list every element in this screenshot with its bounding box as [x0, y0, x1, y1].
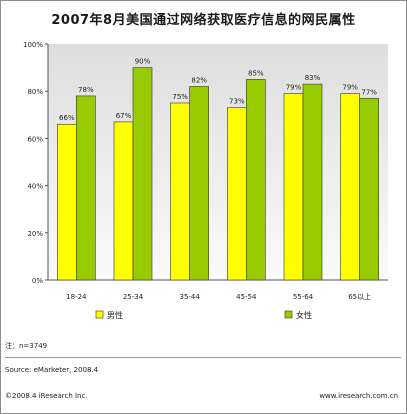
bar-female [132, 67, 153, 281]
bar-male [340, 93, 360, 281]
y-tick-label: 60% [27, 135, 43, 143]
legend-swatch [284, 310, 293, 319]
data-label: 78% [78, 86, 94, 94]
bar-female [246, 79, 266, 281]
legend-swatch [95, 310, 104, 319]
bar-male [57, 123, 77, 281]
data-label: 79% [342, 84, 358, 92]
bar-male [170, 102, 190, 281]
data-label: 67% [116, 112, 132, 120]
data-label: 73% [229, 98, 245, 106]
y-tick-label: 20% [27, 230, 43, 238]
data-label: 66% [59, 114, 75, 122]
bar-female [76, 95, 96, 281]
data-label: 75% [172, 93, 188, 101]
bar-male [227, 107, 247, 281]
legend-label: 男性 [107, 310, 123, 320]
data-label: 90% [135, 58, 151, 66]
copyright-text: ©2008.4 iResearch Inc. [5, 392, 88, 400]
data-label: 79% [286, 84, 302, 92]
website-text: www.iresearch.com.cn [319, 392, 398, 400]
bar-female [302, 83, 323, 281]
data-label: 85% [248, 69, 264, 77]
bar-female [359, 97, 379, 281]
x-tick-label: 55-64 [293, 293, 314, 301]
legend-label: 女性 [296, 310, 312, 320]
data-label: 77% [361, 88, 377, 96]
bar-male [113, 121, 134, 281]
x-tick-label: 45-54 [236, 293, 257, 301]
divider [5, 357, 401, 358]
y-tick-label: 0% [32, 277, 43, 285]
x-tick-label: 18-24 [66, 293, 87, 301]
bar-male [283, 93, 304, 281]
x-tick-label: 25-34 [123, 293, 144, 301]
source-text: Source: eMarketer, 2008.4 [5, 366, 99, 374]
bar-female [189, 86, 209, 281]
data-label: 82% [191, 76, 207, 84]
y-tick-label: 80% [27, 88, 43, 96]
plot-area [48, 44, 388, 280]
x-tick-label: 65以上 [348, 292, 371, 301]
y-tick-label: 40% [27, 183, 43, 191]
data-label: 83% [305, 74, 321, 82]
sample-note: 注：n=3749 [5, 342, 48, 350]
chart-title: 2007年8月美国通过网络获取医疗信息的网民属性 [51, 13, 356, 28]
y-tick-label: 100% [23, 41, 43, 49]
x-tick-label: 35-44 [179, 293, 200, 301]
